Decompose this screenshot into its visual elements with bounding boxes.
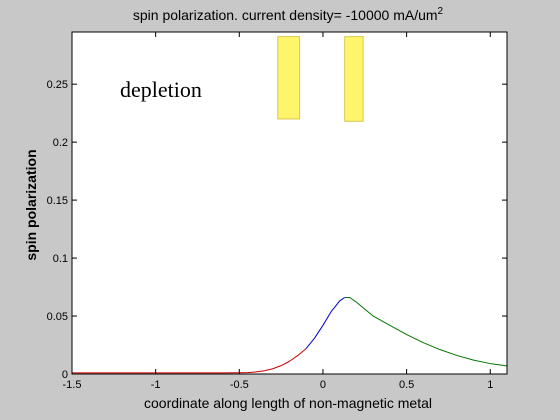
contact-rect-1 [277,36,301,120]
chart-title-main: spin polarization. current density= -100… [133,7,438,23]
y-tick-label: 0.05 [47,311,68,323]
ticks-layer: -1.5 -1 -0.5 0 0.5 1 0 0.05 0.1 0.15 0.2 0.25 [47,32,507,391]
x-tick-label: 0 [320,379,326,391]
plot-border [71,31,508,375]
y-tick-label: 0 [62,369,68,381]
x-tick-label: -1 [151,379,161,391]
series-line-2 [305,297,345,349]
series-layer [72,296,508,374]
y-tick-label: 0.2 [53,137,68,149]
series-line-1 [72,348,307,374]
y-tick-label: 0.15 [47,195,68,207]
series-line-3 [344,296,508,367]
chart-title-superscript: 2 [438,6,444,17]
x-tick-label: -0.5 [230,379,249,391]
y-axis-label: spin polarization [23,149,39,260]
x-tick-label: -1.5 [63,379,82,391]
chart-title: spin polarization. current density= -100… [133,6,444,23]
x-tick-label: 1 [487,379,493,391]
contact-rect-2 [344,36,364,122]
y-tick-label: 0.25 [47,79,68,91]
x-tick-label: 0.5 [399,379,414,391]
x-axis-label: coordinate along length of non-magnetic … [144,395,432,411]
y-tick-label: 0.1 [53,253,68,265]
contacts-layer [277,36,364,122]
depletion-annotation: depletion [120,77,202,102]
